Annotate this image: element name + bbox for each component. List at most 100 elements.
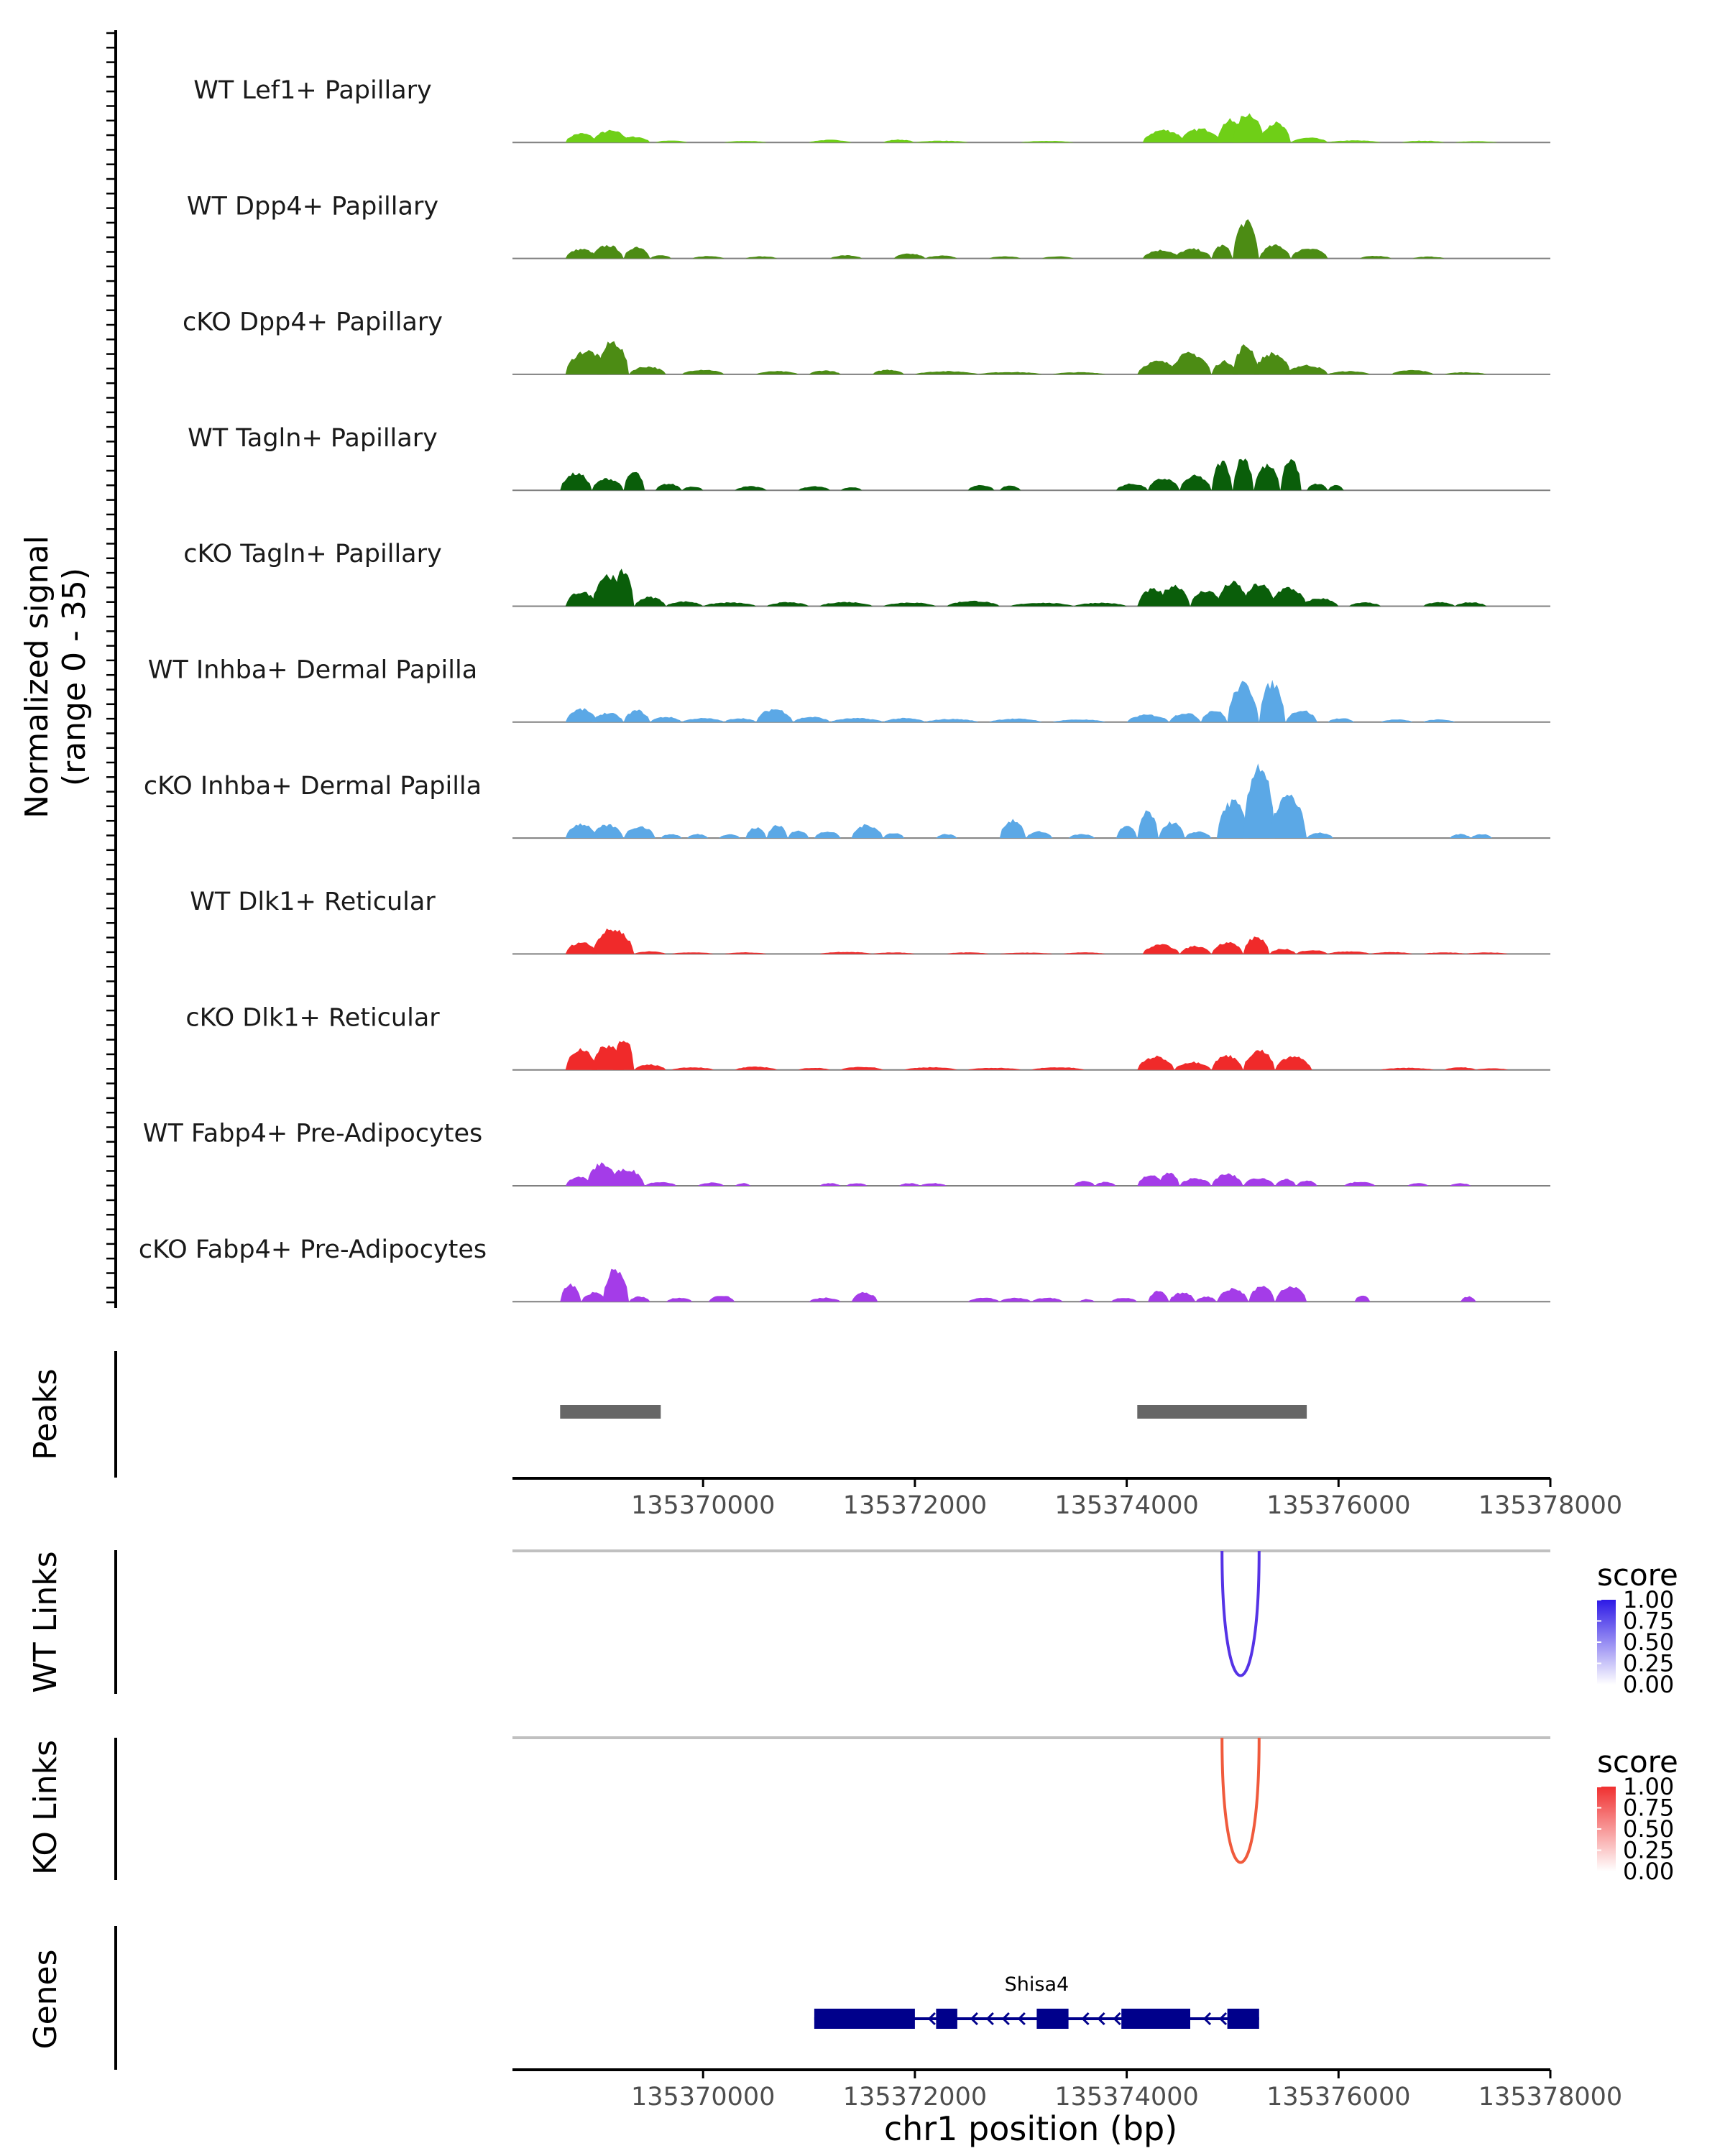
coverage-peak <box>1285 710 1317 722</box>
coverage-peak <box>1216 799 1249 839</box>
coverage-peak <box>565 942 597 954</box>
wt-score-legend: score 1.000.750.500.250.00 <box>1597 1557 1678 1698</box>
coverage-peak <box>989 256 1021 259</box>
legend-label: 0.00 <box>1623 1858 1674 1885</box>
coverage-peak <box>1259 679 1286 722</box>
link-arc <box>1220 1550 1261 1677</box>
coverage-peak <box>840 1067 883 1070</box>
coverage-peak <box>1280 459 1302 491</box>
coverage-peak <box>565 1176 592 1186</box>
coverage-peak <box>1407 1183 1429 1186</box>
coverage-peak <box>1179 128 1223 143</box>
coverage-peak <box>809 370 841 374</box>
ko-score-legend: score 1.000.750.500.250.00 <box>1597 1744 1678 1885</box>
coverage-peak <box>920 1183 947 1186</box>
track-label: WT Inhba+ Dermal Papilla <box>148 656 477 685</box>
coverage-track: cKO Inhba+ Dermal Papilla <box>144 763 1550 839</box>
peaks-bars <box>560 1405 1307 1419</box>
coverage-peak <box>978 372 1042 374</box>
peaks-track-label: Peaks <box>27 1368 64 1460</box>
coverage-peak <box>724 141 767 143</box>
coverage-peak <box>565 133 597 143</box>
coverage-peak <box>1079 1299 1095 1302</box>
coverage-peak <box>1233 459 1254 491</box>
track-label: cKO Inhba+ Dermal Papilla <box>144 772 482 801</box>
coverage-peak <box>1296 1180 1317 1186</box>
coverage-peak <box>629 1296 650 1302</box>
coverage-peak <box>1269 586 1307 607</box>
strand-arrow <box>1202 2012 1212 2026</box>
gene-name-label: Shisa4 <box>1005 1973 1070 1996</box>
coverage-peak <box>1190 591 1223 607</box>
coverage-peak <box>613 1041 635 1070</box>
coverage-peak <box>565 350 608 374</box>
coverage-peak <box>1052 372 1106 374</box>
coverage-peak <box>560 472 592 491</box>
coverage-peak <box>1328 718 1355 722</box>
legend-label: 0.75 <box>1623 1608 1674 1635</box>
legend-label: 0.75 <box>1623 1795 1674 1822</box>
legend-label: 1.00 <box>1623 1773 1674 1800</box>
link-arc <box>1220 1737 1261 1864</box>
strand-arrow <box>1218 2012 1228 2026</box>
coverage-peak <box>1296 950 1328 954</box>
peak-region <box>1137 1405 1307 1419</box>
coverage-peak <box>1354 1295 1371 1302</box>
coverage-peak <box>1195 1296 1217 1302</box>
coverage-peak <box>1455 602 1487 607</box>
coverage-peak <box>1063 952 1106 954</box>
coverage-peak <box>1116 483 1149 491</box>
wt-links-label: WT Links <box>27 1551 64 1692</box>
coverage-peak <box>947 600 1000 607</box>
coverage-peak <box>671 1067 714 1070</box>
coverage-peak <box>1359 256 1392 259</box>
coverage-peak <box>999 1297 1031 1302</box>
track-label: WT Lef1+ Papillary <box>193 76 432 105</box>
coverage-peak <box>592 929 635 954</box>
track-label: cKO Dlk1+ Reticular <box>185 1003 440 1032</box>
coverage-peak <box>1031 1297 1064 1302</box>
coverage-peak <box>565 823 597 839</box>
track-label: WT Dpp4+ Papillary <box>187 192 438 221</box>
coverage-peak <box>592 129 630 143</box>
gene-exon <box>1227 2009 1259 2029</box>
coverage-peak <box>1444 372 1487 374</box>
coverage-peak <box>1216 1288 1249 1302</box>
coverage-peak <box>1455 141 1498 143</box>
coverage-peak <box>1450 1183 1471 1186</box>
coverage-axis <box>106 30 117 1308</box>
coverage-peak <box>914 371 979 374</box>
wt-legend-title: score <box>1597 1557 1678 1593</box>
coverage-peak <box>1423 602 1455 607</box>
coverage-peak <box>755 371 799 374</box>
coverage-peak <box>671 952 714 954</box>
coverage-peak <box>681 487 704 491</box>
coverage-peak <box>1041 256 1074 259</box>
coverage-peak <box>655 140 688 143</box>
coverage-peak <box>681 369 724 374</box>
coverage-peak <box>1179 1178 1212 1186</box>
coverage-peak <box>851 1291 878 1302</box>
coverage-peak <box>565 708 597 722</box>
coverage-peak <box>1254 351 1291 374</box>
coverage-peak <box>597 341 630 374</box>
wt-links-track <box>512 1549 1550 1677</box>
legend-label: 0.50 <box>1623 1628 1674 1656</box>
coverage-peak <box>634 951 666 954</box>
coverage-peak <box>565 591 597 607</box>
coverage-peak <box>1137 1055 1174 1070</box>
coverage-peak <box>650 255 671 259</box>
coverage-peak <box>840 487 862 491</box>
strand-arrow <box>1081 2012 1090 2026</box>
coverage-peak <box>623 826 656 839</box>
coverage-peak <box>1179 945 1212 954</box>
coverage-peak <box>1343 1181 1376 1186</box>
ko-legend-title: score <box>1597 1744 1678 1779</box>
coverage-tracks: WT Lef1+ Papillary WT Dpp4+ Papillary cKO … <box>139 76 1550 1303</box>
coverage-track: cKO Fabp4+ Pre-Adipocytes <box>139 1235 1550 1303</box>
coverage-peak <box>735 486 767 491</box>
x-tick-label: 135370000 <box>631 2083 775 2111</box>
coverage-peak <box>1328 484 1344 491</box>
coverage-peak <box>1450 834 1471 839</box>
coverage-peak <box>581 1291 608 1302</box>
